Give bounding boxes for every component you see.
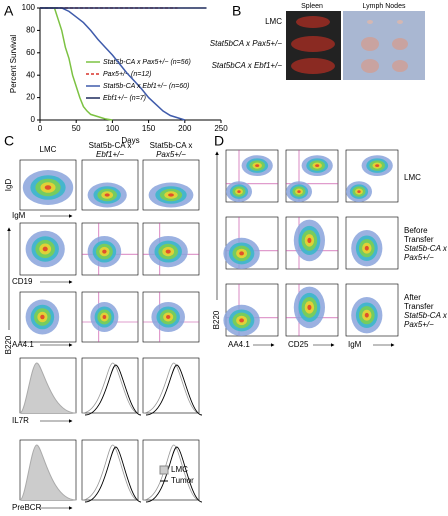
- x-axis-label: IgM: [348, 340, 362, 349]
- node: [361, 59, 379, 73]
- row-label: Stat5bCA x Pax5+/−: [210, 39, 283, 48]
- density: [42, 246, 48, 252]
- y-tick-label: 0: [31, 115, 36, 124]
- node: [392, 60, 408, 72]
- panel-label: A: [4, 3, 14, 19]
- density: [239, 251, 244, 256]
- hist-line: [84, 446, 142, 503]
- x-axis-label: CD25: [288, 340, 309, 349]
- density: [237, 190, 241, 193]
- row-label: Transfer: [404, 302, 434, 311]
- legend-label: Stat5b-CA x Ebf1+/− (n=60): [103, 83, 189, 90]
- density: [104, 193, 110, 197]
- row-label: Pax5+/−: [404, 320, 434, 329]
- node: [392, 38, 408, 50]
- legend-label: Ebf1+/− (n=7): [103, 95, 146, 102]
- x-axis-label: CD19: [12, 277, 33, 286]
- hist-line: [145, 446, 203, 503]
- node: [367, 20, 373, 24]
- spleen: [291, 58, 335, 74]
- column-header: Lymph Nodes: [363, 3, 406, 10]
- legend-label: Tumor: [171, 476, 194, 485]
- density: [315, 164, 320, 167]
- x-axis-label: AA4.1: [12, 340, 34, 349]
- density: [375, 164, 380, 167]
- y-tick-label: 80: [26, 26, 35, 35]
- row-label: After: [404, 293, 421, 302]
- x-tick-label: 50: [72, 124, 81, 133]
- survival-line: [40, 7, 186, 121]
- density: [307, 237, 312, 244]
- row-label: Stat5b-CA x: [404, 311, 448, 320]
- density: [239, 318, 244, 323]
- column-header: LMC: [40, 145, 57, 154]
- row-label: Stat5bCA x Ebf1+/−: [212, 61, 283, 70]
- column-header: Spleen: [301, 3, 323, 10]
- hist-line: [142, 362, 200, 414]
- hist-line: [81, 362, 139, 414]
- panel-label: D: [214, 133, 224, 149]
- row-label: LMC: [404, 173, 421, 182]
- column-header: Stat5b-CA x: [89, 141, 132, 150]
- y-axis-label: IgD: [4, 179, 13, 192]
- y-axis-label: B220: [212, 310, 221, 329]
- x-tick-label: 200: [178, 124, 192, 133]
- density: [165, 249, 171, 254]
- row-label: Stat5b-CA x: [404, 244, 448, 253]
- density: [168, 193, 174, 197]
- hist-line: [81, 444, 139, 501]
- hist-fill: [19, 362, 77, 414]
- row-label: Pax5+/−: [404, 253, 434, 262]
- spleen: [296, 16, 330, 28]
- panel-label: C: [4, 133, 14, 149]
- node: [397, 20, 403, 24]
- legend-label: Stat5b-CA x Pax5+/− (n=56): [103, 59, 191, 66]
- y-axis-label: B220: [4, 335, 13, 354]
- x-tick-label: 250: [214, 124, 228, 133]
- density: [297, 190, 301, 193]
- density: [102, 315, 107, 319]
- density: [102, 249, 107, 254]
- x-tick-label: 0: [38, 124, 43, 133]
- y-tick-label: 60: [26, 48, 35, 57]
- y-tick-label: 20: [26, 93, 35, 102]
- density: [166, 315, 171, 319]
- x-tick-label: 100: [106, 124, 120, 133]
- hist-line: [145, 364, 203, 416]
- x-axis-label: AA4.1: [228, 340, 250, 349]
- photo: [343, 11, 425, 80]
- density: [307, 304, 312, 311]
- x-axis-label: IgM: [12, 211, 26, 220]
- survival-line: [40, 7, 113, 121]
- hist-line: [84, 364, 142, 416]
- density: [364, 245, 369, 251]
- y-tick-label: 40: [26, 70, 35, 79]
- legend-label: LMC: [171, 465, 188, 474]
- panel-label: B: [232, 3, 241, 19]
- density: [364, 312, 369, 318]
- x-tick-label: 150: [142, 124, 156, 133]
- row-label: LMC: [265, 17, 282, 26]
- spleen: [291, 36, 335, 52]
- density: [357, 190, 361, 193]
- column-header: Ebf1+/−: [96, 150, 124, 159]
- column-header: Stat5b-CA x: [150, 141, 193, 150]
- density: [255, 164, 260, 167]
- y-tick-label: 100: [22, 3, 36, 12]
- density: [44, 185, 52, 190]
- x-axis-label: PreBCR: [12, 503, 42, 512]
- density: [40, 314, 45, 320]
- y-axis-label: Percent Survival: [9, 35, 18, 93]
- hist-line: [142, 444, 200, 501]
- row-label: Transfer: [404, 235, 434, 244]
- hist-fill: [19, 444, 77, 501]
- x-axis-label: IL7R: [12, 416, 29, 425]
- column-header: Pax5+/−: [156, 150, 186, 159]
- legend-swatch: [159, 465, 169, 475]
- node: [361, 37, 379, 51]
- row-label: Before: [404, 226, 428, 235]
- x-axis-label: Days: [121, 136, 139, 145]
